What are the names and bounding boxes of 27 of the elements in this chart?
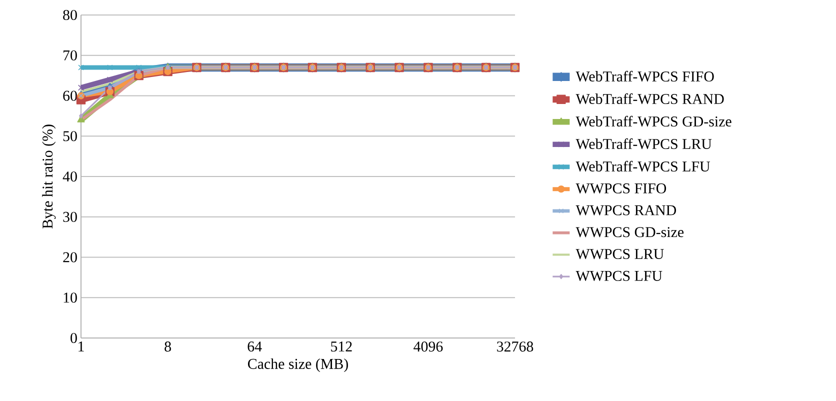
x-tick-label: 8	[164, 342, 171, 352]
legend-label: WWPCS LRU	[576, 249, 664, 260]
x-axis-title: Cache size (MB)	[248, 358, 348, 372]
y-tick-label: 70	[64, 50, 77, 60]
y-axis-title: Byte hit ratio (%)	[42, 124, 56, 229]
legend-label: WebTraff-WPCS RAND	[576, 93, 724, 104]
y-tick-label: 30	[63, 212, 77, 222]
x-tick-label: 4096	[414, 342, 443, 352]
y-tick-label: 80	[63, 10, 77, 20]
y-tick-label: 0	[70, 332, 77, 344]
x-tick-label: 64	[248, 342, 262, 352]
legend-label: WWPCS GD-size	[576, 227, 684, 238]
legend-label: WebTraff-WPCS GD-size	[576, 116, 732, 127]
y-tick-label: 10	[64, 292, 77, 303]
y-tick-label: 50	[63, 131, 77, 142]
legend-label: WWPCS FIFO	[576, 183, 666, 194]
x-tick-label: 512	[331, 342, 352, 352]
x-tick-label: 1	[78, 342, 84, 352]
legend-label: WebTraff-WPCS LRU	[576, 138, 712, 150]
legend-label: WebTraff-WPCS LFU	[576, 160, 710, 172]
legend-label: WWPCS RAND	[576, 205, 676, 216]
y-tick-label: 40	[62, 171, 77, 182]
legend-label: WebTraff-WPCS FIFO	[576, 70, 714, 82]
y-tick-label: 20	[63, 252, 77, 262]
legend-label: WWPCS LFU	[576, 270, 662, 281]
y-tick-label: 60	[63, 90, 77, 101]
x-tick-label: 32768	[497, 342, 534, 352]
